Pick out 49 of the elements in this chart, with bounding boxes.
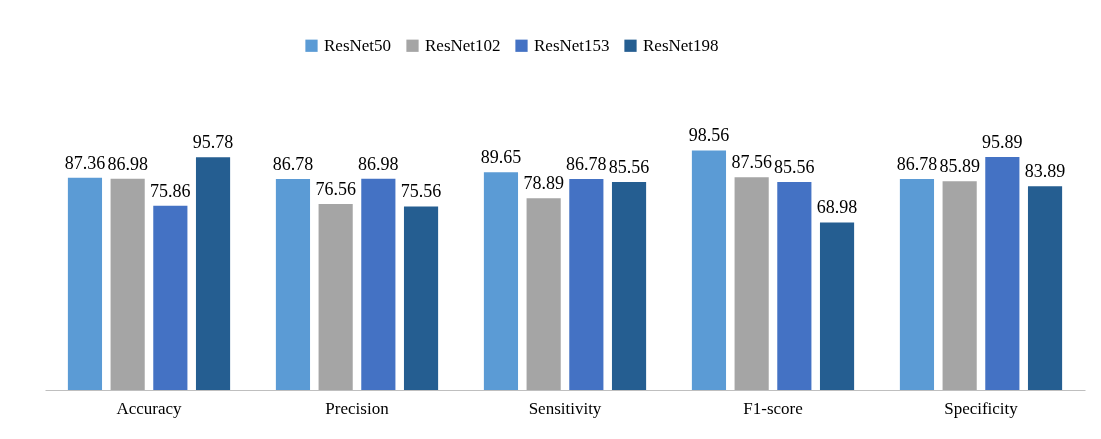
bar: [819, 222, 855, 390]
data-label: 76.56: [315, 178, 356, 199]
data-label: 86.78: [272, 154, 314, 175]
bar: [985, 156, 1020, 390]
bar: [611, 182, 647, 390]
data-label: 86.78: [566, 154, 607, 175]
bar: [153, 205, 188, 390]
bar: [275, 179, 311, 390]
bar: [403, 206, 439, 390]
data-label: 87.36: [64, 152, 106, 173]
data-label: 95.89: [982, 131, 1023, 152]
bar: [942, 181, 977, 390]
x-tick-label: Precision: [325, 398, 390, 418]
bar: [483, 172, 519, 390]
data-label: 85.56: [774, 157, 815, 178]
x-tick-label: Sensitivity: [528, 398, 602, 418]
bar: [691, 150, 727, 390]
x-tick-label: Accuracy: [116, 398, 183, 418]
bar: [195, 157, 231, 390]
data-label: 85.56: [608, 157, 650, 178]
data-label: 75.86: [150, 180, 191, 201]
bar: [361, 178, 396, 390]
data-label: 86.98: [107, 153, 148, 174]
data-label: 89.65: [480, 147, 522, 168]
legend-label: ResNet102: [425, 35, 501, 55]
data-label: 68.98: [816, 197, 858, 218]
bar: [569, 179, 604, 390]
bar: [318, 203, 353, 390]
bar: [777, 182, 812, 390]
data-label: 87.56: [731, 152, 772, 173]
bar: [526, 198, 561, 390]
x-tick-label: Specificity: [944, 398, 1019, 418]
data-label: 83.89: [1024, 161, 1066, 182]
data-label: 95.78: [192, 132, 234, 153]
bar: [734, 177, 769, 390]
data-label: 78.89: [523, 173, 564, 194]
data-label: 86.98: [358, 153, 399, 174]
bar: [67, 177, 103, 390]
legend-label: ResNet153: [534, 35, 610, 55]
bar: [110, 178, 145, 390]
bar: [899, 179, 935, 390]
data-label: 86.78: [896, 154, 938, 175]
legend-label: ResNet198: [643, 35, 719, 55]
legend-label: ResNet50: [324, 35, 392, 55]
x-tick-label: F1-score: [743, 398, 803, 418]
bar: [1027, 186, 1063, 390]
data-label: 75.56: [400, 181, 442, 202]
data-label: 98.56: [688, 125, 730, 146]
data-label: 85.89: [939, 156, 980, 177]
